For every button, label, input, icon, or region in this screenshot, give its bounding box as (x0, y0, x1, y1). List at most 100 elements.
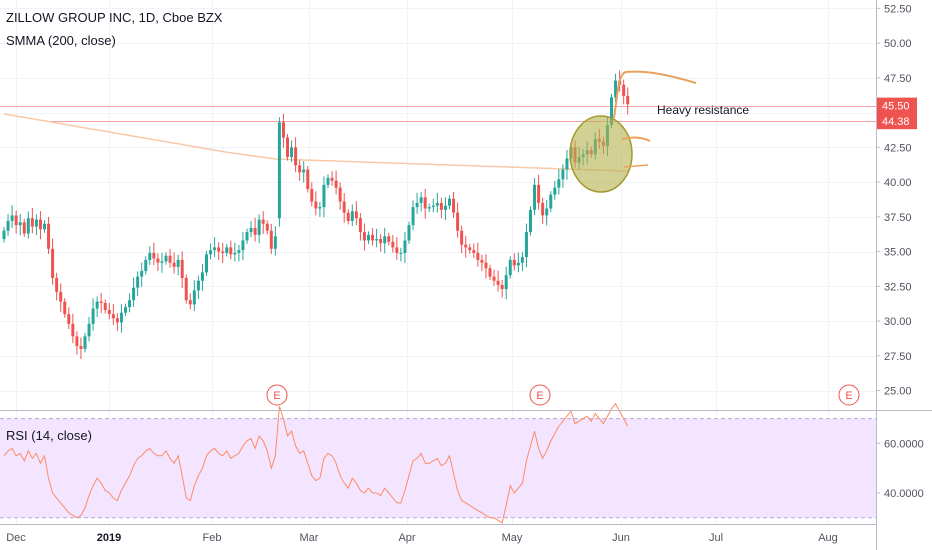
candle[interactable] (249, 221, 253, 238)
candle[interactable] (302, 161, 306, 183)
drawn-mid-curve[interactable] (621, 136, 651, 142)
candle[interactable] (314, 191, 318, 216)
candle[interactable] (103, 299, 107, 314)
time-axis[interactable]: Dec 2019 Feb Mar Apr May Jun Jul Aug (6, 532, 838, 544)
candle[interactable] (294, 137, 298, 173)
candle[interactable] (168, 248, 172, 268)
candle[interactable] (209, 243, 213, 260)
candle[interactable] (520, 251, 524, 272)
drawn-low-stroke[interactable] (623, 164, 649, 168)
candle[interactable] (468, 243, 472, 254)
candle[interactable] (269, 223, 273, 254)
drawing-layer[interactable]: Heavy resistance (569, 70, 749, 193)
candle[interactable] (10, 205, 14, 228)
candle[interactable] (6, 214, 10, 236)
earnings-marker[interactable]: E (838, 384, 860, 406)
candle[interactable] (111, 303, 115, 326)
candle[interactable] (545, 199, 549, 226)
candle[interactable] (318, 201, 322, 217)
candle[interactable] (229, 240, 233, 260)
candle[interactable] (265, 220, 269, 235)
candle[interactable] (553, 180, 557, 200)
earnings-marker[interactable]: E (266, 384, 288, 406)
candle[interactable] (59, 283, 63, 312)
earnings-marker[interactable]: E (529, 384, 551, 406)
candle[interactable] (419, 192, 423, 212)
candle[interactable] (152, 242, 156, 266)
candle[interactable] (476, 242, 480, 267)
candle[interactable] (399, 247, 403, 262)
candle[interactable] (391, 235, 395, 253)
candle[interactable] (115, 313, 119, 331)
candle[interactable] (537, 174, 541, 210)
candle[interactable] (213, 237, 217, 257)
candle[interactable] (533, 178, 537, 216)
candle[interactable] (55, 272, 59, 301)
candle[interactable] (281, 113, 285, 148)
candle[interactable] (443, 197, 447, 221)
candle[interactable] (273, 226, 277, 256)
candle[interactable] (310, 182, 314, 207)
candle[interactable] (290, 140, 294, 163)
candle[interactable] (622, 79, 626, 105)
candle[interactable] (188, 293, 192, 310)
candle[interactable] (119, 304, 123, 333)
candle[interactable] (75, 331, 79, 355)
candle[interactable] (34, 214, 38, 236)
candle[interactable] (350, 204, 354, 227)
candle[interactable] (460, 225, 464, 254)
candle[interactable] (367, 231, 370, 244)
candle[interactable] (411, 200, 415, 231)
candle[interactable] (549, 191, 553, 212)
candle[interactable] (22, 218, 26, 237)
candle[interactable] (423, 188, 427, 219)
candle[interactable] (529, 206, 532, 236)
candle[interactable] (83, 332, 87, 353)
candle[interactable] (136, 271, 140, 297)
candle[interactable] (277, 117, 281, 227)
candle[interactable] (626, 87, 630, 115)
price-axis[interactable]: 52.5050.0047.5045.0042.5040.0037.5035.00… (876, 3, 917, 398)
candle[interactable] (464, 236, 468, 258)
candle[interactable] (439, 197, 443, 219)
candle[interactable] (415, 192, 419, 214)
candle[interactable] (225, 243, 229, 257)
candle[interactable] (371, 228, 375, 246)
candle[interactable] (516, 252, 520, 273)
candle[interactable] (71, 313, 75, 344)
candle[interactable] (128, 293, 132, 313)
smma-indicator-label[interactable]: SMMA (200, close) (6, 33, 116, 48)
candle[interactable] (184, 274, 188, 304)
candle[interactable] (383, 227, 387, 254)
candle[interactable] (87, 317, 91, 342)
candle[interactable] (358, 213, 362, 241)
candle[interactable] (342, 193, 346, 223)
candle[interactable] (176, 254, 180, 276)
candle[interactable] (480, 254, 484, 272)
candle[interactable] (472, 243, 476, 259)
candle[interactable] (253, 217, 257, 242)
price-tag[interactable]: 45.50 (877, 97, 917, 114)
candle[interactable] (403, 231, 407, 264)
drawn-top-curve[interactable] (613, 70, 697, 119)
rsi-line[interactable] (3, 402, 629, 524)
candle[interactable] (354, 201, 358, 226)
candle[interactable] (488, 264, 492, 281)
candle[interactable] (334, 170, 338, 195)
smma-line[interactable] (3, 113, 628, 172)
candle[interactable] (47, 216, 51, 254)
candle[interactable] (164, 252, 168, 265)
candle[interactable] (448, 195, 451, 210)
candle[interactable] (504, 266, 508, 300)
highlight-circle[interactable] (569, 115, 633, 193)
candle[interactable] (306, 166, 310, 193)
candle[interactable] (2, 227, 6, 243)
candle[interactable] (541, 197, 545, 224)
candle[interactable] (257, 214, 261, 244)
candle[interactable] (237, 245, 241, 262)
candle[interactable] (51, 238, 55, 285)
candle[interactable] (148, 246, 152, 266)
candle[interactable] (196, 275, 200, 299)
candle[interactable] (435, 192, 439, 213)
